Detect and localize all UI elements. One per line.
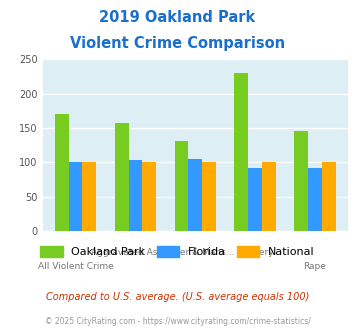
Bar xyxy=(129,160,142,231)
Text: Compared to U.S. average. (U.S. average equals 100): Compared to U.S. average. (U.S. average … xyxy=(46,292,309,302)
Text: Aggravated Assault: Aggravated Assault xyxy=(91,248,180,257)
Bar xyxy=(294,131,308,231)
Text: Rape: Rape xyxy=(304,262,326,271)
Bar xyxy=(322,162,335,231)
Bar xyxy=(175,141,189,231)
Text: Violent Crime Comparison: Violent Crime Comparison xyxy=(70,36,285,51)
Text: Murder & Mans...: Murder & Mans... xyxy=(157,248,234,257)
Bar xyxy=(55,114,69,231)
Text: All Violent Crime: All Violent Crime xyxy=(38,262,113,271)
Bar xyxy=(142,162,156,231)
Text: 2019 Oakland Park: 2019 Oakland Park xyxy=(99,10,256,25)
Bar xyxy=(262,162,276,231)
Bar xyxy=(308,168,322,231)
Bar xyxy=(69,162,82,231)
Bar xyxy=(234,73,248,231)
Text: © 2025 CityRating.com - https://www.cityrating.com/crime-statistics/: © 2025 CityRating.com - https://www.city… xyxy=(45,317,310,326)
Bar xyxy=(82,162,96,231)
Legend: Oakland Park, Florida, National: Oakland Park, Florida, National xyxy=(36,242,319,262)
Bar xyxy=(115,123,129,231)
Bar xyxy=(248,168,262,231)
Bar xyxy=(202,162,216,231)
Bar xyxy=(189,159,202,231)
Text: Robbery: Robbery xyxy=(236,248,274,257)
